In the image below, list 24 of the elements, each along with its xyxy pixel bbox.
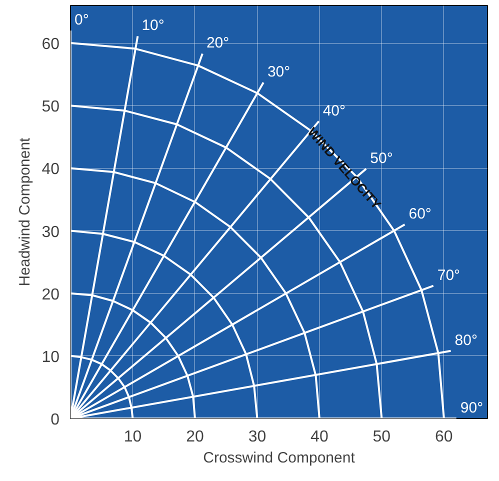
y-tick-label: 30 [42, 224, 60, 241]
series-label: 90° [460, 400, 484, 416]
series-label: 40° [322, 102, 346, 120]
y-tick-label: 10 [42, 348, 60, 366]
x-tick-label: 60 [435, 428, 453, 446]
y-tick-label: 40 [42, 161, 60, 178]
y-axis-title: Headwind Component [16, 136, 34, 286]
x-tick-label: 10 [124, 428, 142, 446]
series-label: 80° [454, 332, 478, 349]
x-tick-label: 50 [372, 428, 391, 446]
series-label: 20° [206, 34, 230, 52]
series-label: 10° [142, 17, 164, 34]
x-tick-label: 20 [186, 428, 204, 446]
y-tick-label: 20 [42, 286, 60, 304]
series-label: 60° [408, 206, 432, 223]
series-label: 30° [267, 63, 290, 80]
x-tick-label: 40 [310, 428, 328, 446]
series-label: 70° [437, 266, 460, 284]
x-tick-label: 30 [248, 428, 266, 446]
series-label: 0° [74, 12, 89, 29]
y-tick-label: 60 [42, 36, 60, 54]
y-tick-label: 0 [50, 412, 60, 428]
y-tick-label: 50 [42, 98, 60, 116]
x-axis-title: Crosswind Component [203, 450, 356, 466]
